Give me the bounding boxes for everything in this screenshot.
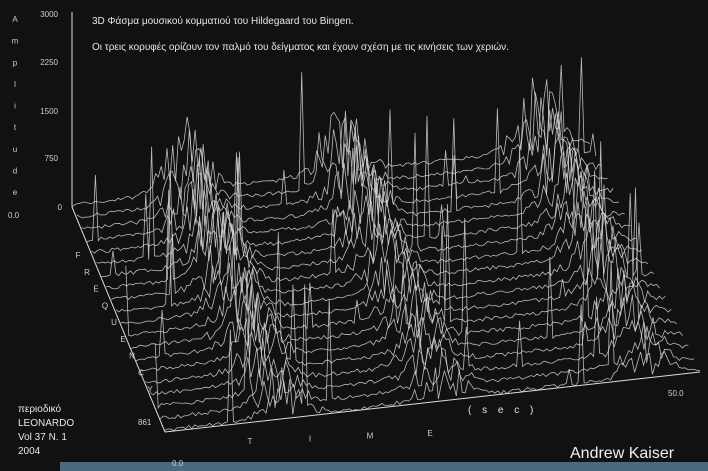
tick-label: 2250 xyxy=(40,58,58,67)
time-axis xyxy=(164,371,701,433)
axis-letter: Y xyxy=(147,385,153,394)
spectrum-trace xyxy=(91,109,614,254)
spectrum-trace xyxy=(150,294,683,396)
time-end: 50.0 xyxy=(668,389,684,398)
spectrum-trace xyxy=(130,141,660,350)
spectrum-trace xyxy=(106,132,631,290)
axis-letter: N xyxy=(129,352,135,361)
source-line: 2004 xyxy=(18,446,41,457)
time-unit: ( s e c ) xyxy=(468,405,537,416)
spectrum-trace xyxy=(71,64,591,208)
source-line: Vol 37 N. 1 xyxy=(18,432,67,443)
frequency-axis xyxy=(71,206,166,433)
axis-letter: Q xyxy=(102,301,108,310)
spectrum-trace xyxy=(154,270,689,410)
tick-label: 3000 xyxy=(40,10,58,19)
title-line: 3D Φάσμα μουσικού κομματιού του Hildegaa… xyxy=(92,15,354,27)
axis-letter: l xyxy=(14,80,16,89)
axis-letter: E xyxy=(93,285,98,294)
author: Andrew Kaiser xyxy=(570,445,675,462)
tick-label: 1500 xyxy=(40,107,58,116)
axis-letter: M xyxy=(367,432,374,441)
waterfall xyxy=(71,57,701,432)
axis-letter: p xyxy=(13,58,18,67)
axis-letter: m xyxy=(12,37,19,46)
axis-letter: U xyxy=(111,318,117,327)
spectrum-trace xyxy=(96,142,619,264)
axis-letter: t xyxy=(14,123,17,132)
source-line: LEONARDO xyxy=(18,418,74,429)
axis-letter: I xyxy=(309,434,311,443)
axis-letter: F xyxy=(76,251,81,260)
axis-letter: R xyxy=(84,268,90,277)
axis-letter: i xyxy=(14,102,16,111)
spectrum-trace xyxy=(111,146,637,300)
tick-label: 750 xyxy=(45,154,59,163)
origin-label: 0.0 xyxy=(8,211,20,220)
frequency-origin: 0.0 xyxy=(172,459,184,468)
spectrum-trace xyxy=(159,260,695,420)
spectrum-trace xyxy=(164,284,701,432)
frequency-end: 861 xyxy=(138,418,152,427)
axis-letter: e xyxy=(13,188,18,197)
axis-letter: E xyxy=(120,335,125,344)
axis-letter: d xyxy=(13,166,17,175)
spectrum-trace xyxy=(135,170,666,362)
spectrum-trace xyxy=(115,181,643,313)
spectrum-trace xyxy=(76,57,597,219)
axis-letter: A xyxy=(12,15,18,24)
tick-label: 0 xyxy=(58,203,63,212)
spectrum-trace xyxy=(101,115,625,277)
axis-letter: u xyxy=(13,145,17,154)
spectrum-trace xyxy=(125,193,654,337)
bottom-strip xyxy=(60,462,708,471)
title-line: Οι τρεις κορυφές ορίζουν τον παλμό του δ… xyxy=(92,41,509,53)
axis-letter: C xyxy=(138,368,144,377)
spectrum-trace xyxy=(145,187,678,384)
source-line: περιοδικό xyxy=(18,403,61,415)
axis-letter: T xyxy=(248,437,253,446)
axis-letter: E xyxy=(427,429,432,438)
spectrum-trace xyxy=(140,206,672,372)
